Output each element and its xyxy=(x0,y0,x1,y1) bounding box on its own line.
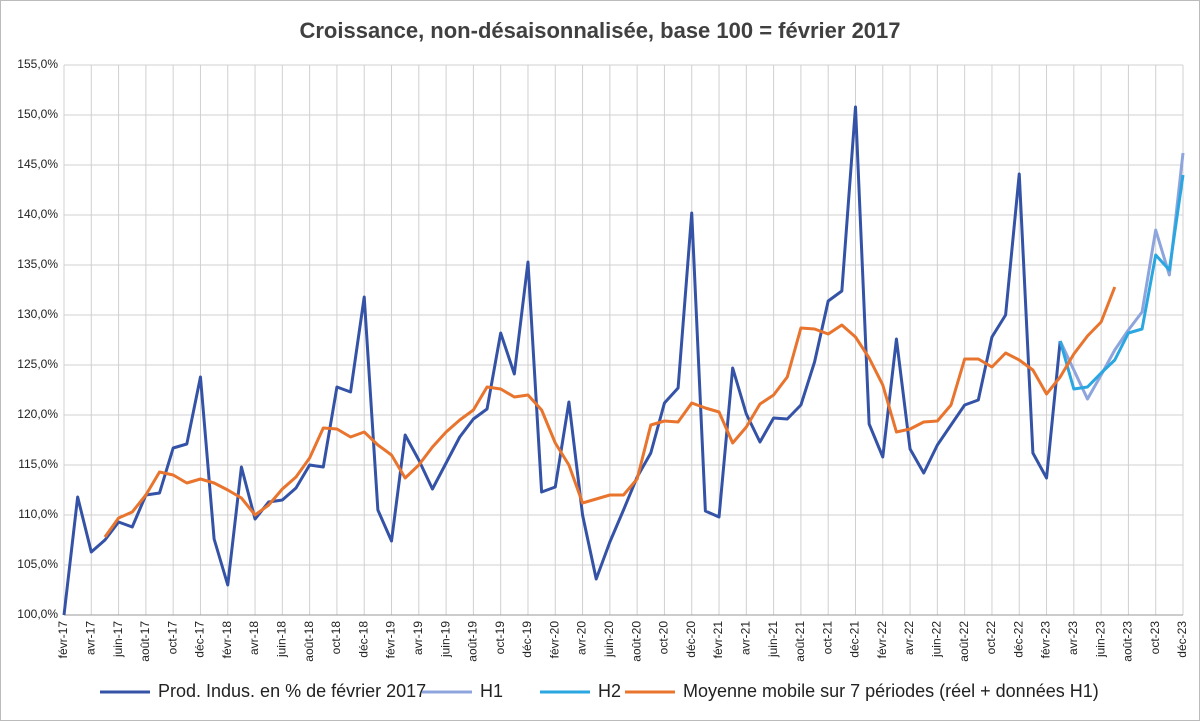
x-tick-label: juin-21 xyxy=(766,621,780,658)
x-tick-label: août-20 xyxy=(629,621,643,662)
x-tick-label: avr-21 xyxy=(738,621,752,655)
x-tick-label: oct-18 xyxy=(329,621,343,655)
legend-label: H2 xyxy=(598,681,621,701)
x-tick-label: oct-23 xyxy=(1148,621,1162,655)
x-tick-label: févr-17 xyxy=(56,621,70,659)
y-tick-label: 120,0% xyxy=(17,407,58,421)
x-tick-label: août-21 xyxy=(793,621,807,662)
x-tick-label: avr-23 xyxy=(1066,621,1080,655)
x-tick-label: oct-21 xyxy=(820,621,834,655)
x-tick-label: avr-19 xyxy=(411,621,425,655)
x-tick-label: juin-20 xyxy=(602,621,616,658)
x-tick-label: avr-17 xyxy=(83,621,97,655)
x-tick-label: déc-17 xyxy=(193,621,207,658)
x-tick-label: févr-20 xyxy=(547,621,561,659)
x-tick-label: juin-18 xyxy=(275,621,289,658)
x-tick-label: juin-17 xyxy=(111,621,125,658)
y-tick-label: 145,0% xyxy=(17,157,58,171)
series-line xyxy=(1058,174,1185,391)
x-tick-label: déc-22 xyxy=(1011,621,1025,658)
x-tick-label: avr-20 xyxy=(575,621,589,655)
x-tick-label: déc-18 xyxy=(356,621,370,658)
x-tick-label: juin-22 xyxy=(930,621,944,658)
series-line xyxy=(62,105,1062,616)
legend-label: Moyenne mobile sur 7 périodes (réel + do… xyxy=(683,681,1099,701)
x-tick-label: oct-20 xyxy=(657,621,671,655)
y-tick-label: 155,0% xyxy=(17,57,58,71)
x-tick-label: avr-18 xyxy=(247,621,261,655)
y-tick-label: 150,0% xyxy=(17,107,58,121)
y-tick-label: 135,0% xyxy=(17,257,58,271)
series-line xyxy=(1058,152,1185,401)
legend-label: H1 xyxy=(480,681,503,701)
x-tick-label: févr-18 xyxy=(220,621,234,659)
x-tick-label: déc-21 xyxy=(848,621,862,658)
y-tick-label: 110,0% xyxy=(18,507,58,521)
x-tick-label: févr-21 xyxy=(711,621,725,659)
x-tick-label: oct-17 xyxy=(165,621,179,655)
x-tick-label: août-23 xyxy=(1121,621,1135,662)
y-tick-label: 100,0% xyxy=(17,607,58,621)
x-tick-label: juin-23 xyxy=(1093,621,1107,658)
x-tick-label: août-18 xyxy=(302,621,316,662)
legend-label: Prod. Indus. en % de février 2017 xyxy=(158,681,426,701)
x-tick-label: déc-19 xyxy=(520,621,534,658)
x-tick-label: août-22 xyxy=(957,621,971,662)
x-tick-label: oct-22 xyxy=(984,621,998,655)
y-tick-label: 125,0% xyxy=(17,357,58,371)
x-tick-label: avr-22 xyxy=(902,621,916,655)
x-tick-label: févr-22 xyxy=(875,621,889,659)
x-tick-label: août-19 xyxy=(466,621,480,662)
chart-title: Croissance, non-désaisonnalisée, base 10… xyxy=(299,18,900,43)
x-tick-label: juin-19 xyxy=(438,621,452,658)
x-tick-label: août-17 xyxy=(138,621,152,662)
y-tick-label: 115,0% xyxy=(18,457,58,471)
x-tick-label: déc-23 xyxy=(1175,621,1189,658)
x-tick-label: déc-20 xyxy=(684,621,698,658)
series-line xyxy=(103,286,1117,538)
x-tick-label: févr-23 xyxy=(1039,621,1053,659)
x-tick-label: oct-19 xyxy=(493,621,507,655)
y-tick-label: 140,0% xyxy=(17,207,58,221)
y-tick-label: 105,0% xyxy=(17,557,58,571)
x-tick-label: févr-19 xyxy=(384,621,398,659)
y-tick-label: 130,0% xyxy=(17,307,58,321)
